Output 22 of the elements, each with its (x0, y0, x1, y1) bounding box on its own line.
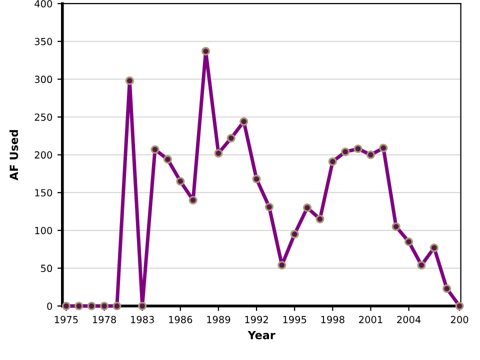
y-tick-label: 50 (41, 264, 52, 272)
x-tick-label: 2001 (359, 316, 382, 324)
y-tick-label: 150 (35, 189, 52, 196)
x-tick-label: 1998 (321, 316, 344, 324)
x-tick-label: 1978 (92, 316, 116, 324)
y-tick-label: 100 (35, 226, 52, 234)
y-tick-label: 400 (34, 0, 52, 8)
x-tick-label: 1995 (283, 316, 306, 324)
x-tick-label: 1986 (169, 316, 192, 324)
x-tick-label: 2004 (397, 316, 421, 324)
x-tick-label: 1983 (131, 316, 154, 324)
y-tick-label: 0 (47, 302, 52, 310)
y-tick-label: 350 (34, 38, 52, 46)
x-tick-label: 200 (450, 316, 468, 324)
x-tick-label: 1975 (54, 316, 78, 324)
y-tick-label: 250 (34, 113, 52, 121)
y-tick-label: 200 (34, 151, 52, 159)
x-axis-title: Year (248, 331, 276, 340)
y-axis-title: AF Used (9, 130, 18, 180)
x-tick-label: 1992 (245, 316, 268, 324)
x-tick-label: 1989 (207, 316, 230, 324)
y-tick-label: 300 (34, 76, 52, 84)
